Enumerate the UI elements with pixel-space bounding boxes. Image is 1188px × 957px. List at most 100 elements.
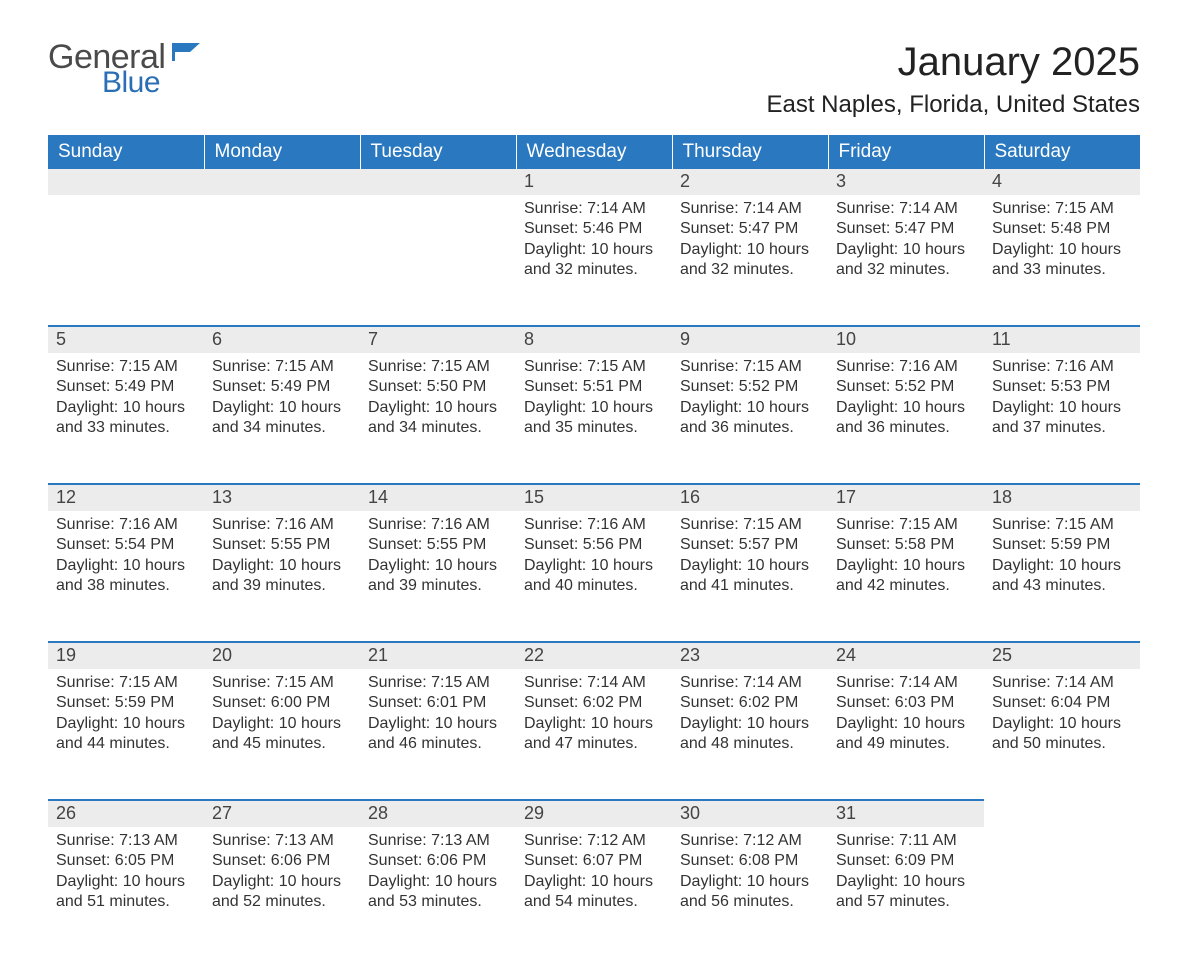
- sunrise-line: Sunrise: 7:16 AM: [992, 357, 1132, 377]
- sunrise-line: Sunrise: 7:14 AM: [680, 673, 820, 693]
- sunset-line: Sunset: 5:54 PM: [56, 535, 196, 555]
- day-cell: Sunrise: 7:14 AMSunset: 6:03 PMDaylight:…: [828, 669, 984, 799]
- daylight-line: Daylight: 10 hours and 50 minutes.: [992, 714, 1132, 755]
- day-cell: Sunrise: 7:13 AMSunset: 6:06 PMDaylight:…: [360, 827, 516, 957]
- sunset-line: Sunset: 5:49 PM: [56, 377, 196, 397]
- day-number: 24: [828, 641, 984, 669]
- month-title: January 2025: [766, 40, 1140, 85]
- daylight-line: Daylight: 10 hours and 38 minutes.: [56, 556, 196, 597]
- day-content: Sunrise: 7:14 AMSunset: 6:03 PMDaylight:…: [828, 669, 984, 763]
- day-content: Sunrise: 7:14 AMSunset: 6:02 PMDaylight:…: [672, 669, 828, 763]
- sunrise-line: Sunrise: 7:16 AM: [524, 515, 664, 535]
- daylight-line: Daylight: 10 hours and 53 minutes.: [368, 872, 508, 913]
- sunrise-line: Sunrise: 7:16 AM: [368, 515, 508, 535]
- sunset-line: Sunset: 6:06 PM: [368, 851, 508, 871]
- sunrise-line: Sunrise: 7:15 AM: [992, 515, 1132, 535]
- sunset-line: Sunset: 5:56 PM: [524, 535, 664, 555]
- day-number: 27: [204, 799, 360, 827]
- weekday-header: Sunday: [48, 135, 204, 169]
- day-content: Sunrise: 7:11 AMSunset: 6:09 PMDaylight:…: [828, 827, 984, 921]
- sunset-line: Sunset: 6:01 PM: [368, 693, 508, 713]
- daylight-line: Daylight: 10 hours and 34 minutes.: [212, 398, 352, 439]
- sunset-line: Sunset: 5:51 PM: [524, 377, 664, 397]
- day-cell: Sunrise: 7:14 AMSunset: 6:02 PMDaylight:…: [672, 669, 828, 799]
- day-number: 20: [204, 641, 360, 669]
- day-content: Sunrise: 7:15 AMSunset: 5:59 PMDaylight:…: [48, 669, 204, 763]
- sunset-line: Sunset: 6:03 PM: [836, 693, 976, 713]
- day-number: 4: [984, 169, 1140, 195]
- day-cell: Sunrise: 7:12 AMSunset: 6:08 PMDaylight:…: [672, 827, 828, 957]
- sunrise-line: Sunrise: 7:14 AM: [524, 673, 664, 693]
- daylight-line: Daylight: 10 hours and 42 minutes.: [836, 556, 976, 597]
- day-cell: Sunrise: 7:11 AMSunset: 6:09 PMDaylight:…: [828, 827, 984, 957]
- day-cell: Sunrise: 7:15 AMSunset: 5:59 PMDaylight:…: [48, 669, 204, 799]
- day-cell: Sunrise: 7:15 AMSunset: 5:57 PMDaylight:…: [672, 511, 828, 641]
- day-number: 15: [516, 483, 672, 511]
- sunset-line: Sunset: 5:59 PM: [992, 535, 1132, 555]
- flag-icon: [172, 40, 206, 66]
- day-content: Sunrise: 7:16 AMSunset: 5:55 PMDaylight:…: [360, 511, 516, 605]
- calendar-page: General Blue January 2025 East Naples, F…: [0, 0, 1188, 918]
- day-content: Sunrise: 7:16 AMSunset: 5:52 PMDaylight:…: [828, 353, 984, 447]
- sunset-line: Sunset: 5:50 PM: [368, 377, 508, 397]
- day-content: Sunrise: 7:16 AMSunset: 5:54 PMDaylight:…: [48, 511, 204, 605]
- daylight-line: Daylight: 10 hours and 39 minutes.: [212, 556, 352, 597]
- daylight-line: Daylight: 10 hours and 54 minutes.: [524, 872, 664, 913]
- day-content: Sunrise: 7:14 AMSunset: 5:47 PMDaylight:…: [828, 195, 984, 289]
- day-content: Sunrise: 7:15 AMSunset: 5:50 PMDaylight:…: [360, 353, 516, 447]
- day-cell: Sunrise: 7:13 AMSunset: 6:05 PMDaylight:…: [48, 827, 204, 957]
- empty-day-cell: [204, 195, 360, 325]
- day-number: 1: [516, 169, 672, 195]
- sunset-line: Sunset: 6:08 PM: [680, 851, 820, 871]
- sunset-line: Sunset: 5:59 PM: [56, 693, 196, 713]
- day-content: Sunrise: 7:15 AMSunset: 6:00 PMDaylight:…: [204, 669, 360, 763]
- empty-day-number: [360, 169, 516, 195]
- sunrise-line: Sunrise: 7:15 AM: [836, 515, 976, 535]
- sunrise-line: Sunrise: 7:16 AM: [56, 515, 196, 535]
- sunset-line: Sunset: 5:46 PM: [524, 219, 664, 239]
- empty-day-cell: [48, 195, 204, 325]
- day-content: Sunrise: 7:15 AMSunset: 5:58 PMDaylight:…: [828, 511, 984, 605]
- day-number: 29: [516, 799, 672, 827]
- sunset-line: Sunset: 6:02 PM: [680, 693, 820, 713]
- daylight-line: Daylight: 10 hours and 40 minutes.: [524, 556, 664, 597]
- daylight-line: Daylight: 10 hours and 57 minutes.: [836, 872, 976, 913]
- daylight-line: Daylight: 10 hours and 44 minutes.: [56, 714, 196, 755]
- day-cell: Sunrise: 7:15 AMSunset: 5:48 PMDaylight:…: [984, 195, 1140, 325]
- day-content: Sunrise: 7:15 AMSunset: 5:59 PMDaylight:…: [984, 511, 1140, 605]
- sunrise-line: Sunrise: 7:14 AM: [524, 199, 664, 219]
- day-number: 3: [828, 169, 984, 195]
- day-number: 25: [984, 641, 1140, 669]
- sunrise-line: Sunrise: 7:12 AM: [680, 831, 820, 851]
- sunset-line: Sunset: 6:09 PM: [836, 851, 976, 871]
- day-cell: Sunrise: 7:15 AMSunset: 5:59 PMDaylight:…: [984, 511, 1140, 641]
- daylight-line: Daylight: 10 hours and 47 minutes.: [524, 714, 664, 755]
- daylight-line: Daylight: 10 hours and 45 minutes.: [212, 714, 352, 755]
- daylight-line: Daylight: 10 hours and 33 minutes.: [56, 398, 196, 439]
- day-cell: Sunrise: 7:14 AMSunset: 6:04 PMDaylight:…: [984, 669, 1140, 799]
- day-content: Sunrise: 7:16 AMSunset: 5:55 PMDaylight:…: [204, 511, 360, 605]
- daylight-line: Daylight: 10 hours and 39 minutes.: [368, 556, 508, 597]
- sunrise-line: Sunrise: 7:15 AM: [680, 515, 820, 535]
- sunset-line: Sunset: 6:07 PM: [524, 851, 664, 871]
- day-cell: Sunrise: 7:16 AMSunset: 5:55 PMDaylight:…: [360, 511, 516, 641]
- daylight-line: Daylight: 10 hours and 34 minutes.: [368, 398, 508, 439]
- day-cell: Sunrise: 7:14 AMSunset: 6:02 PMDaylight:…: [516, 669, 672, 799]
- sunset-line: Sunset: 5:49 PM: [212, 377, 352, 397]
- day-number: 14: [360, 483, 516, 511]
- day-number: 12: [48, 483, 204, 511]
- sunset-line: Sunset: 5:52 PM: [680, 377, 820, 397]
- day-number: 28: [360, 799, 516, 827]
- logo-text: General Blue: [48, 40, 206, 98]
- header: General Blue January 2025 East Naples, F…: [48, 40, 1140, 129]
- daylight-line: Daylight: 10 hours and 37 minutes.: [992, 398, 1132, 439]
- day-cell: Sunrise: 7:16 AMSunset: 5:54 PMDaylight:…: [48, 511, 204, 641]
- daylight-line: Daylight: 10 hours and 36 minutes.: [680, 398, 820, 439]
- day-content: Sunrise: 7:16 AMSunset: 5:53 PMDaylight:…: [984, 353, 1140, 447]
- sunrise-line: Sunrise: 7:15 AM: [992, 199, 1132, 219]
- day-number: 23: [672, 641, 828, 669]
- day-number: 30: [672, 799, 828, 827]
- day-cell: Sunrise: 7:16 AMSunset: 5:56 PMDaylight:…: [516, 511, 672, 641]
- weekday-header: Monday: [204, 135, 360, 169]
- day-cell: Sunrise: 7:12 AMSunset: 6:07 PMDaylight:…: [516, 827, 672, 957]
